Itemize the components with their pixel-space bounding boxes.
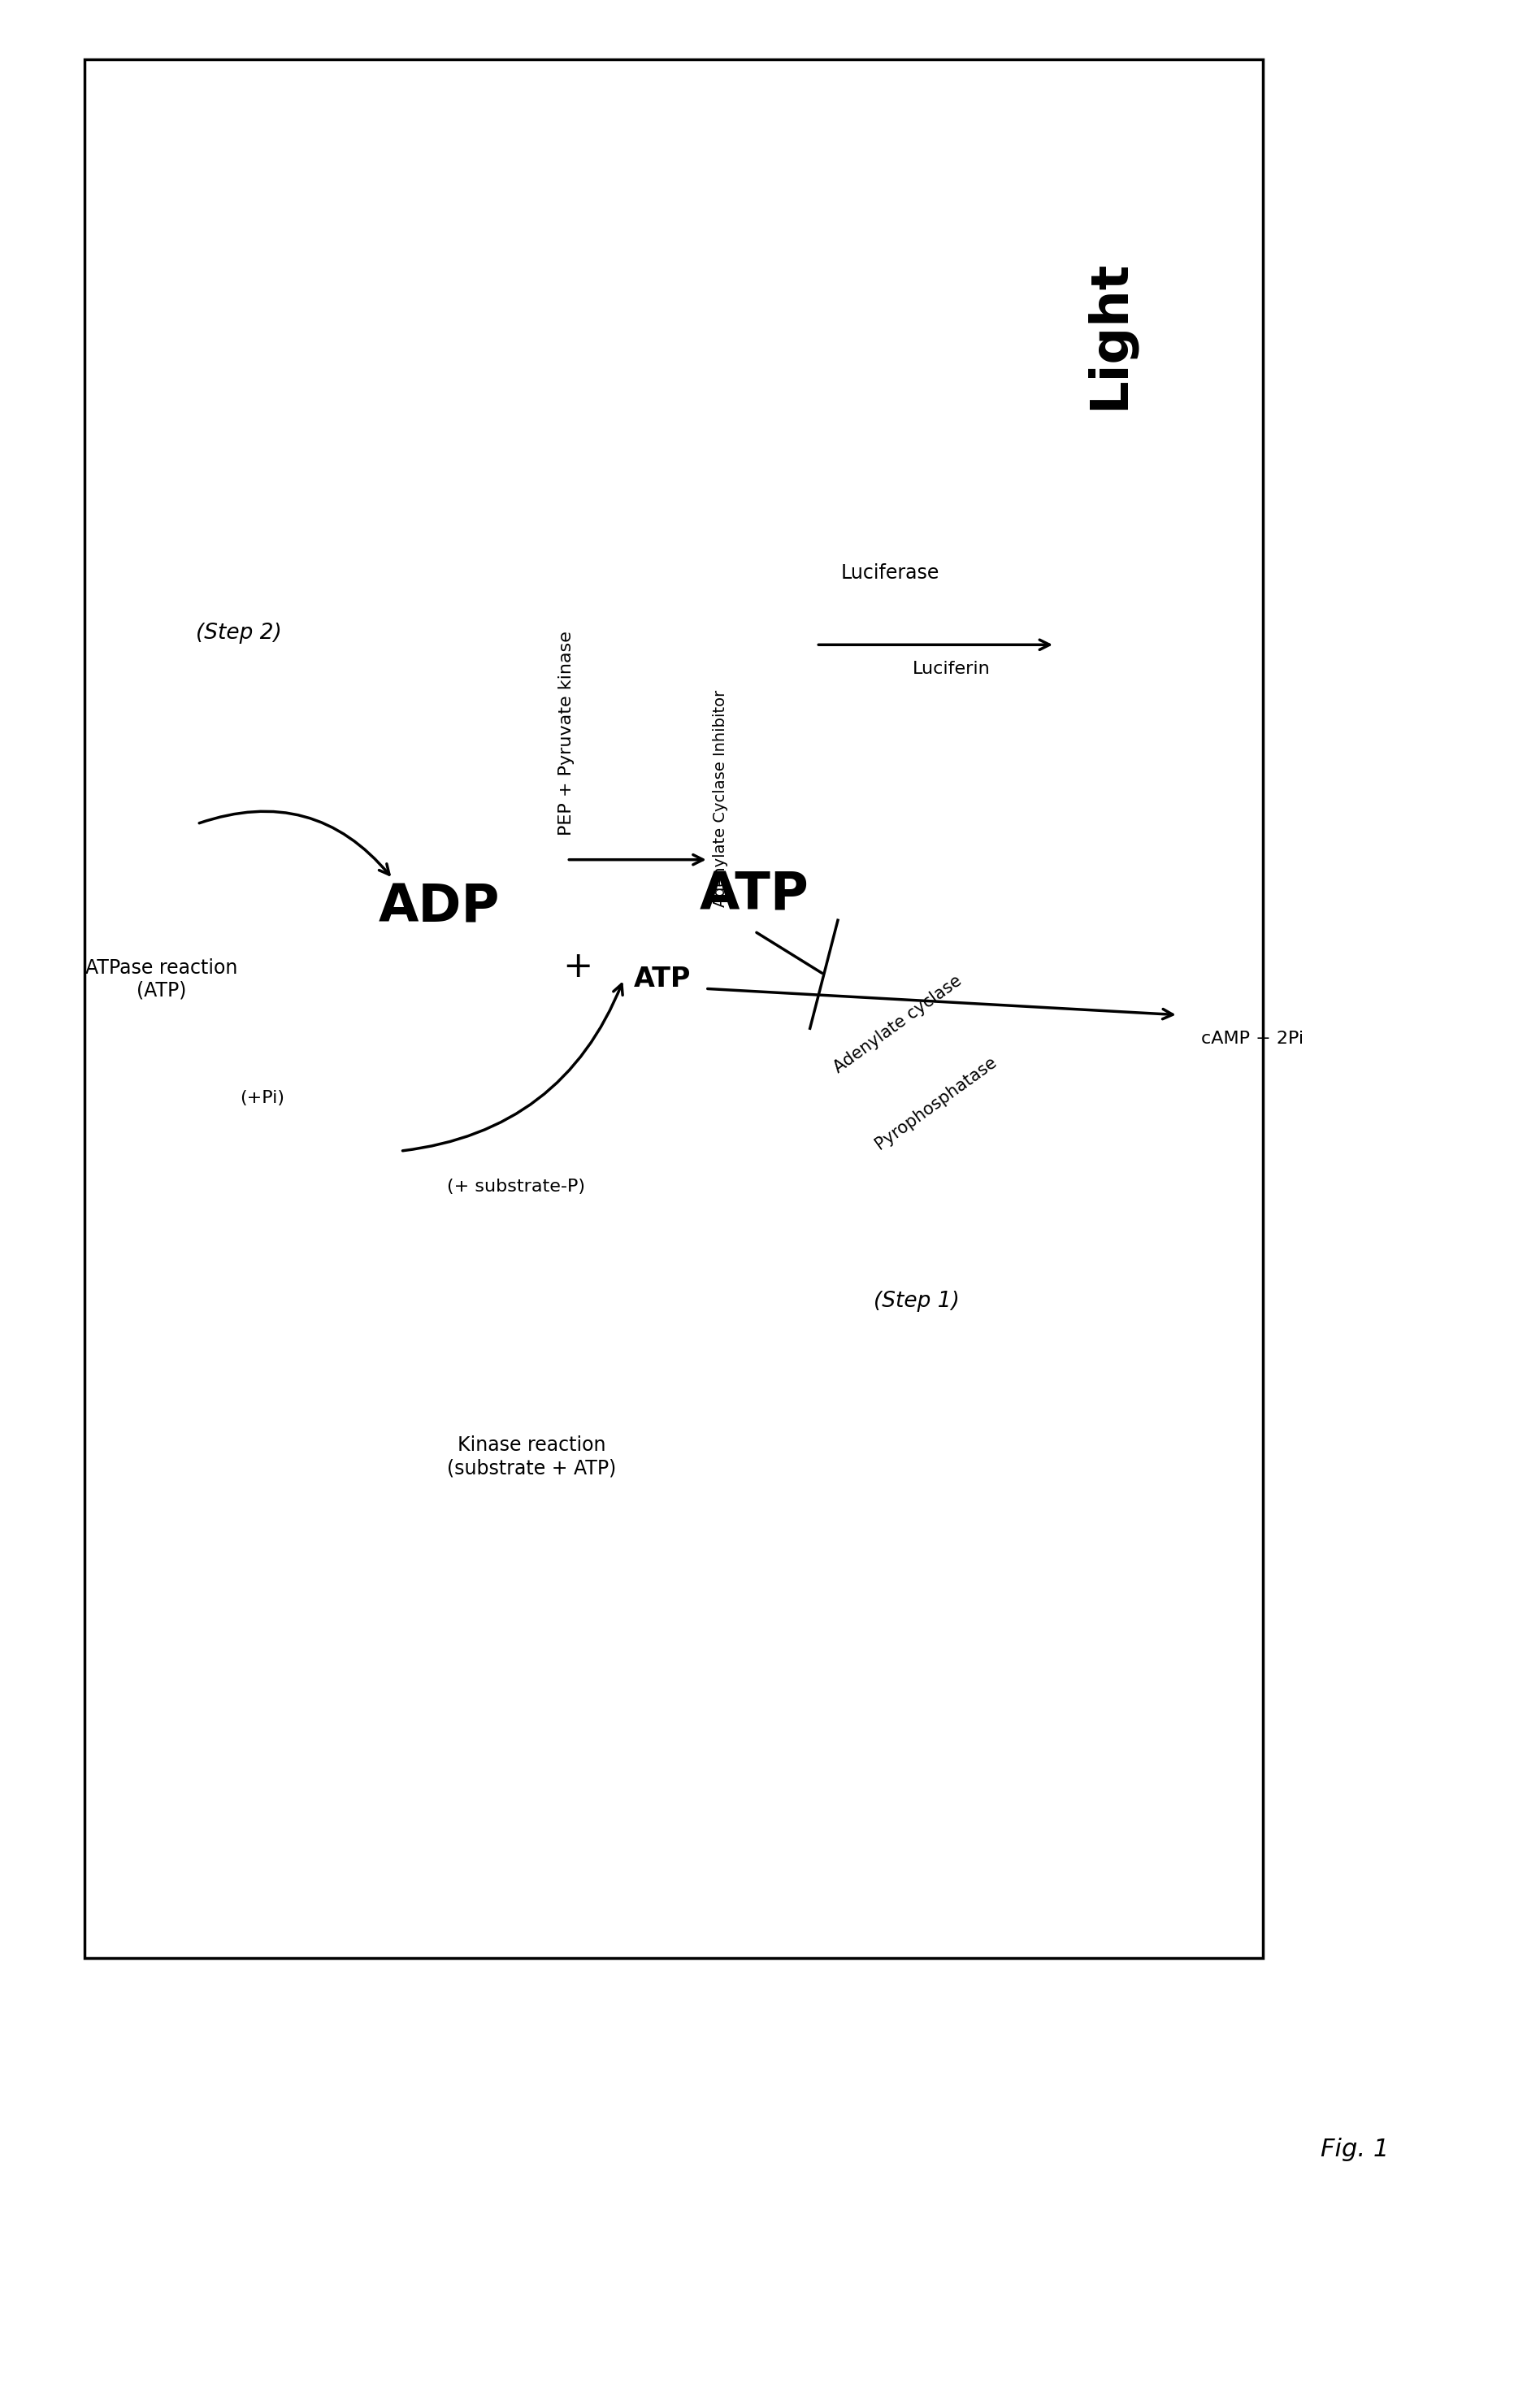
Text: +: +	[562, 950, 593, 984]
Text: PEP + Pyruvate kinase: PEP + Pyruvate kinase	[559, 630, 574, 836]
Text: Adenylate Cyclase Inhibitor: Adenylate Cyclase Inhibitor	[713, 690, 728, 907]
Text: Pyrophosphatase: Pyrophosphatase	[873, 1053, 999, 1153]
Text: ATPase reaction
(ATP): ATPase reaction (ATP)	[86, 958, 237, 1001]
Text: (+ substrate-P): (+ substrate-P)	[447, 1180, 585, 1194]
Text: Fig. 1: Fig. 1	[1321, 2137, 1389, 2161]
Text: Luciferin: Luciferin	[913, 661, 990, 676]
Bar	[85, 60, 1263, 1958]
Text: ATP: ATP	[633, 965, 691, 993]
Text: (Step 1): (Step 1)	[873, 1292, 959, 1311]
Text: Light: Light	[1084, 260, 1133, 408]
Text: (+Pi): (+Pi)	[239, 1091, 285, 1106]
Text: Luciferase: Luciferase	[841, 564, 939, 583]
Text: ATP: ATP	[699, 869, 810, 922]
Text: (Step 2): (Step 2)	[196, 623, 282, 642]
Text: Kinase reaction
(substrate + ATP): Kinase reaction (substrate + ATP)	[447, 1435, 616, 1478]
Text: cAMP + 2Pi: cAMP + 2Pi	[1201, 1032, 1304, 1046]
Text: Adenylate cyclase: Adenylate cyclase	[830, 972, 966, 1077]
Text: ADP: ADP	[379, 881, 499, 934]
